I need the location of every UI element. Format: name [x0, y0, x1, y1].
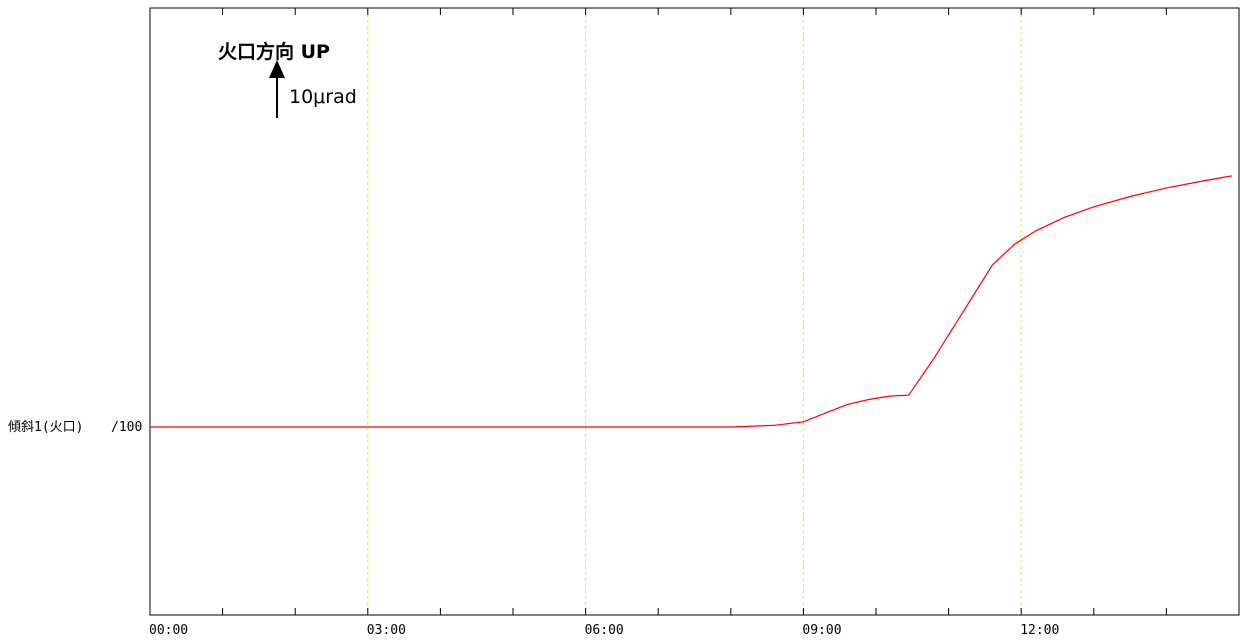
x-tick-label-4: 12:00 — [1020, 623, 1059, 638]
x-tick-label-3: 09:00 — [802, 623, 841, 638]
series-name-label: 傾斜1(火口) — [8, 420, 83, 435]
x-tick-label-2: 06:00 — [585, 623, 624, 638]
x-tick-label-0: 00:00 — [149, 623, 188, 638]
plot-frame — [149, 7, 1240, 616]
series-line-tilt1 — [150, 175, 1232, 428]
direction-annotation: 火口方向 UP — [218, 40, 330, 63]
x-ticks — [149, 8, 1240, 615]
x-tick-labels: 00:00 03:00 06:00 09:00 12:00 — [149, 623, 1059, 638]
series-scale-label: /100 — [111, 420, 142, 435]
x-tick-label-1: 03:00 — [367, 623, 406, 638]
grid-lines — [367, 8, 1022, 615]
scale-bar-arrowhead-icon — [269, 60, 285, 78]
scale-bar-label: 10μrad — [289, 86, 357, 108]
